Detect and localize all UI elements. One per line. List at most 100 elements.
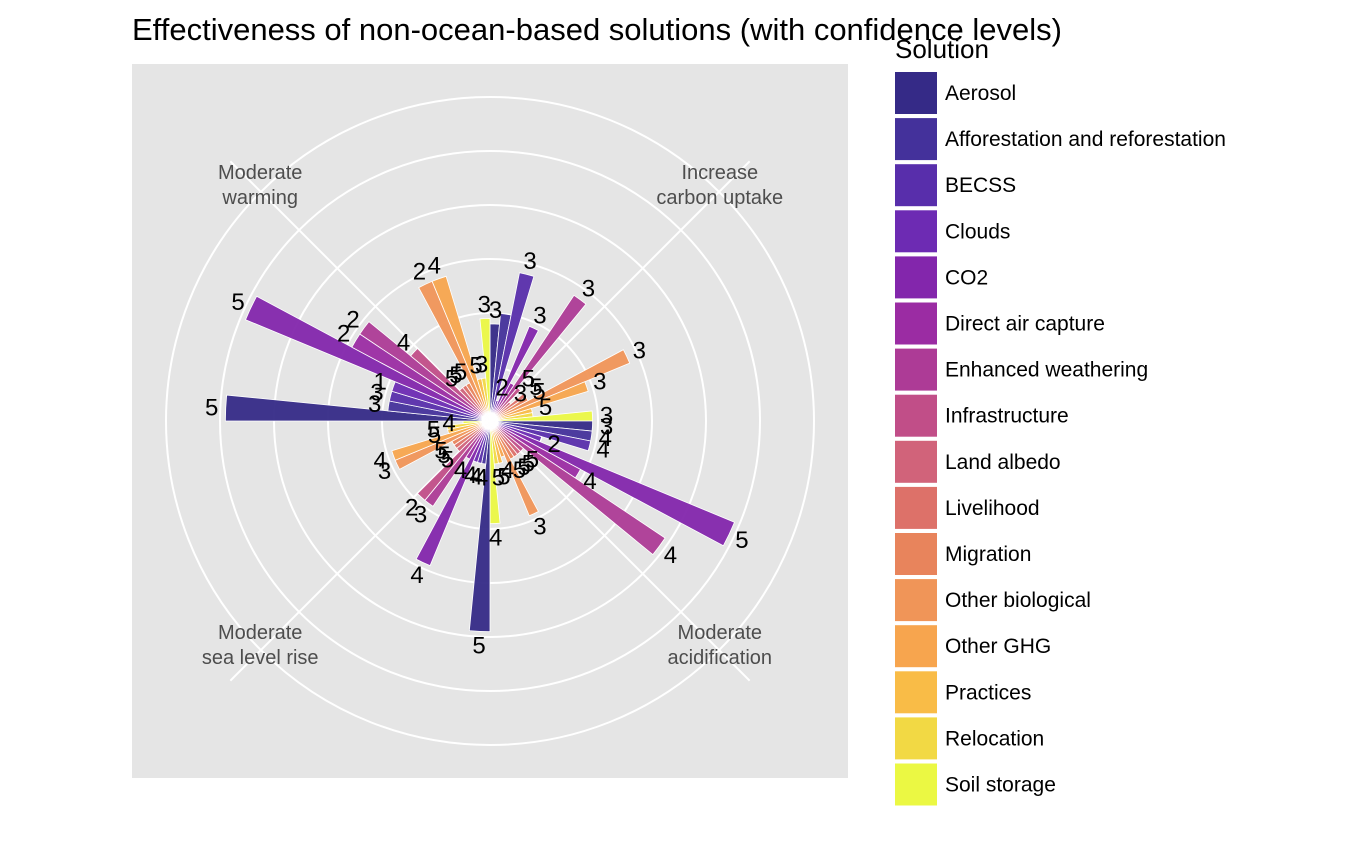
legend-label: Enhanced weathering: [945, 359, 1148, 382]
confidence-label: 5: [735, 527, 748, 554]
confidence-label: 2: [337, 320, 350, 347]
confidence-label: 5: [522, 366, 535, 393]
bar: [416, 420, 491, 501]
bar: [489, 294, 587, 422]
confidence-label: 3: [582, 275, 595, 302]
legend-label: Clouds: [945, 220, 1010, 243]
confidence-label: 3: [514, 381, 527, 408]
confidence-label: 5: [492, 465, 505, 492]
legend-label: Afforestation and reforestation: [945, 128, 1226, 151]
confidence-label: 5: [205, 394, 218, 421]
confidence-label: 5: [472, 632, 485, 659]
confidence-label: 3: [368, 391, 381, 418]
legend-label: Land albedo: [945, 451, 1061, 474]
confidence-label: 3: [523, 248, 536, 275]
confidence-label: 4: [428, 253, 441, 280]
confidence-label: 4: [583, 468, 596, 495]
confidence-label: 5: [539, 394, 552, 421]
confidence-label: 5: [428, 422, 441, 449]
confidence-label: 3: [533, 303, 546, 330]
legend-swatch: [895, 440, 937, 483]
bar: [410, 347, 491, 422]
bar: [359, 321, 491, 422]
bars-layer: [224, 272, 735, 633]
legend-swatch: [895, 763, 937, 806]
legend-label: Relocation: [945, 727, 1044, 750]
confidence-label: 4: [410, 562, 423, 589]
bar: [489, 381, 589, 422]
bar: [489, 325, 539, 422]
confidence-label: 5: [441, 446, 454, 473]
legend-label: Migration: [945, 543, 1031, 566]
legend-swatch: [895, 671, 937, 714]
legend-swatch: [895, 533, 937, 575]
confidence-label: 3: [475, 351, 488, 378]
bar: [468, 420, 491, 633]
confidence-label: 3: [593, 369, 606, 396]
category-labels-layer: Increase carbon uptake Moderate acidificati…: [202, 162, 783, 669]
category-label: Moderate sea level rise: [202, 622, 319, 669]
confidence-label: 5: [449, 362, 462, 389]
legend-label: Practices: [945, 681, 1031, 704]
confidence-label: 3: [600, 414, 613, 441]
legend-swatch: [895, 210, 937, 253]
legend-swatch: [895, 164, 937, 207]
confidence-label: 5: [517, 454, 530, 481]
grid-spoke: [489, 160, 751, 422]
confidence-label: 4: [475, 465, 488, 492]
confidence-label: 4: [596, 436, 609, 463]
bar: [391, 420, 491, 461]
confidence-label: 3: [378, 458, 391, 485]
confidence-label: 5: [427, 416, 440, 443]
confidence-label: 2: [405, 494, 418, 521]
confidence-label: 5: [454, 359, 467, 386]
confidence-label: 4: [599, 425, 612, 452]
legend-label: Aerosol: [945, 82, 1016, 105]
legend-swatch: [895, 302, 937, 345]
confidence-label: 5: [522, 450, 535, 477]
bar: [415, 420, 491, 567]
confidence-label: 5: [437, 442, 450, 469]
legend-label: Direct air capture: [945, 313, 1105, 336]
legend-swatch: [895, 72, 937, 114]
legend-label: Infrastructure: [945, 405, 1069, 428]
bar: [489, 387, 522, 422]
confidence-label: 3: [489, 297, 502, 324]
bar: [479, 317, 491, 422]
grid-circle: [219, 150, 761, 692]
confidence-label: 2: [413, 259, 426, 286]
confidence-label: 4: [397, 330, 410, 357]
legend-swatch: [895, 394, 937, 437]
confidence-label: 3: [600, 402, 613, 429]
legend-swatch: [895, 625, 937, 668]
confidence-label: 3: [370, 380, 383, 407]
legend-label: Soil storage: [945, 774, 1056, 797]
confidence-label: 3: [478, 292, 491, 319]
confidence-label: 4: [454, 457, 467, 484]
grid-spoke: [489, 420, 751, 682]
bar: [446, 420, 491, 430]
confidence-label: 5: [469, 353, 482, 380]
grid-circle: [165, 96, 815, 746]
confidence-label: 5: [445, 366, 458, 393]
confidence-label: 4: [489, 525, 502, 552]
bar: [245, 295, 491, 422]
confidence-label: 4: [374, 447, 387, 474]
bar: [489, 420, 735, 547]
bar: [489, 349, 631, 422]
bar: [431, 275, 491, 422]
legend-label: Livelihood: [945, 497, 1040, 520]
legend-label: Other biological: [945, 589, 1091, 612]
bar: [489, 420, 539, 517]
confidence-label: 5: [526, 446, 539, 473]
chart-title: Effectiveness of non-ocean-based solutio…: [132, 12, 1062, 47]
legend-label: BECSS: [945, 174, 1016, 197]
legend-label: CO2: [945, 266, 988, 289]
confidence-label: 5: [529, 374, 542, 401]
confidence-label: 1: [374, 369, 387, 396]
confidence-label: 5: [513, 457, 526, 484]
confidence-label: 4: [664, 542, 677, 569]
category-label: Increase carbon uptake: [656, 162, 783, 209]
